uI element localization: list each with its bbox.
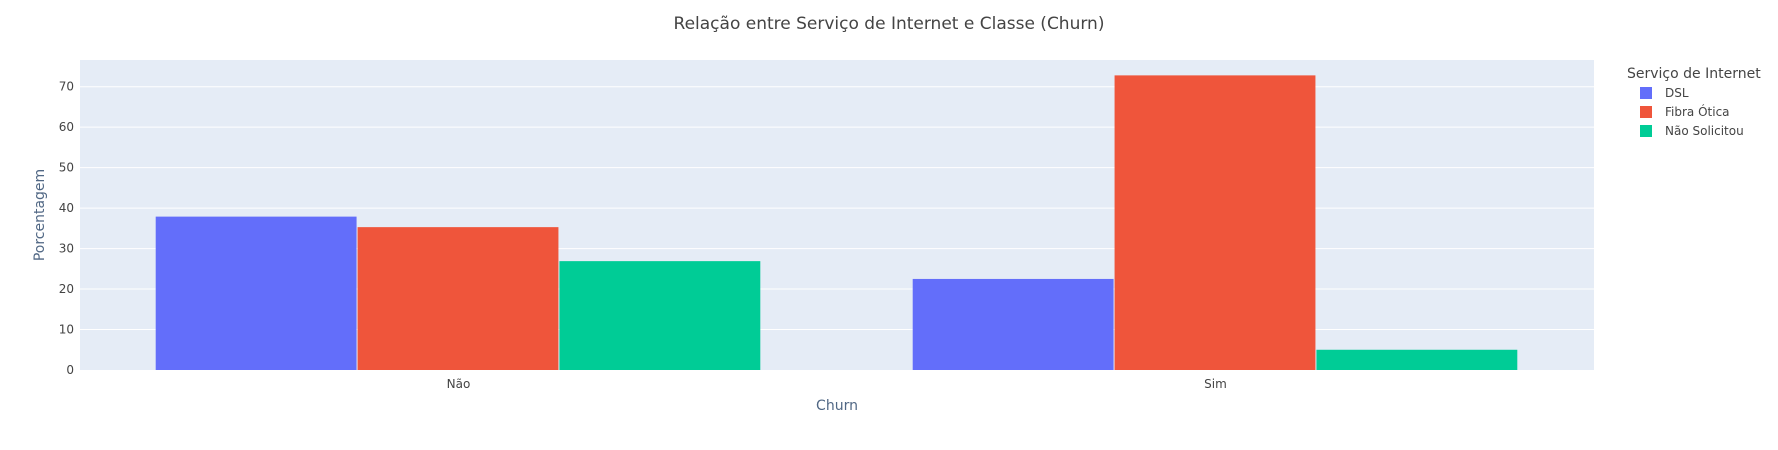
bar[interactable] (357, 227, 559, 370)
y-tick-label: 50 (59, 161, 74, 175)
legend-label[interactable]: Não Solicitou (1665, 124, 1744, 138)
bar[interactable] (912, 278, 1114, 370)
y-tick-label: 40 (59, 201, 74, 215)
legend-title: Serviço de Internet (1627, 66, 1761, 82)
legend-swatch[interactable] (1640, 125, 1652, 137)
legend-swatch[interactable] (1640, 87, 1652, 99)
bar[interactable] (1114, 75, 1316, 370)
legend-label[interactable]: DSL (1665, 86, 1689, 100)
bar[interactable] (1316, 349, 1518, 370)
bar[interactable] (559, 261, 761, 370)
bars (155, 75, 1518, 370)
y-axis-title: Porcentagem (32, 169, 48, 261)
legend[interactable]: Serviço de Internet DSL Fibra Ótica Não So… (1627, 66, 1761, 138)
x-tick-label: Não (447, 377, 471, 391)
chart-title: Relação entre Serviço de Internet e Clas… (674, 14, 1105, 34)
y-axis-ticks: 0 10 20 30 40 50 60 70 (59, 80, 74, 377)
y-tick-label: 30 (59, 242, 74, 256)
y-tick-label: 60 (59, 120, 74, 134)
bar[interactable] (155, 216, 357, 370)
y-tick-label: 70 (59, 80, 74, 94)
x-axis-ticks: Não Sim (447, 377, 1227, 391)
y-tick-label: 20 (59, 282, 74, 296)
y-tick-label: 10 (59, 323, 74, 337)
x-axis-title: Churn (816, 398, 858, 414)
legend-swatch[interactable] (1640, 106, 1652, 118)
x-tick-label: Sim (1204, 377, 1227, 391)
y-tick-label: 0 (66, 363, 74, 377)
legend-label[interactable]: Fibra Ótica (1665, 104, 1730, 119)
